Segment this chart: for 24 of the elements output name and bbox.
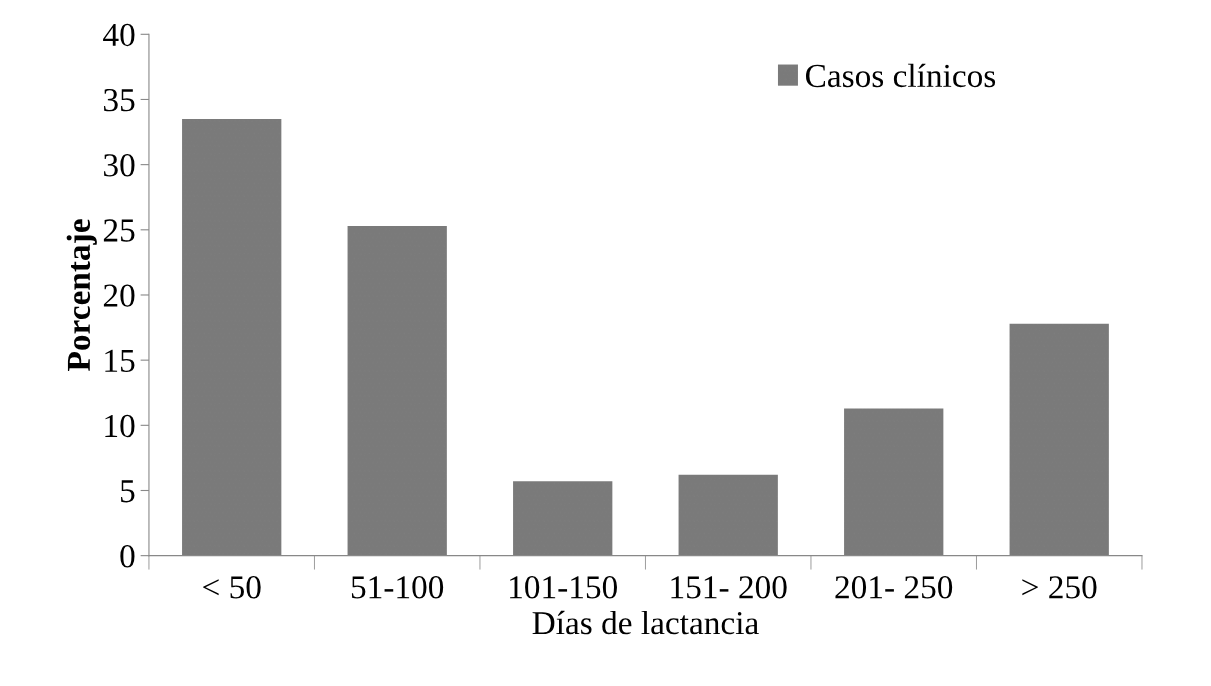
y-tick-label: 10 xyxy=(105,414,135,438)
x-tick-label: < 50 xyxy=(203,576,261,599)
y-tick-label: 15 xyxy=(105,349,135,373)
bar xyxy=(347,225,447,556)
x-tick-label: > 250 xyxy=(1022,576,1097,599)
x-axis-title: Días de lactancia xyxy=(532,610,759,635)
y-tick-label: 5 xyxy=(121,480,135,503)
y-tick-label: 30 xyxy=(104,154,135,177)
y-tick-label: 20 xyxy=(103,284,135,307)
bar xyxy=(678,474,778,556)
legend-label: Casos clínicos xyxy=(806,63,996,88)
x-tick-label: 51-100 xyxy=(351,576,444,599)
bar xyxy=(1009,323,1109,556)
x-tick-label: 151- 200 xyxy=(671,576,787,599)
y-tick-label: 25 xyxy=(103,219,135,242)
y-axis-title: Porcentaje xyxy=(66,219,97,371)
y-tick-label: 40 xyxy=(103,23,135,47)
x-tick-label: 101-150 xyxy=(510,576,617,599)
y-tick-label: 35 xyxy=(104,88,135,112)
bar xyxy=(182,119,282,556)
y-tick-label: 0 xyxy=(120,545,135,568)
x-tick-label: 201- 250 xyxy=(835,576,953,599)
bar xyxy=(513,481,613,556)
bar xyxy=(844,408,944,556)
